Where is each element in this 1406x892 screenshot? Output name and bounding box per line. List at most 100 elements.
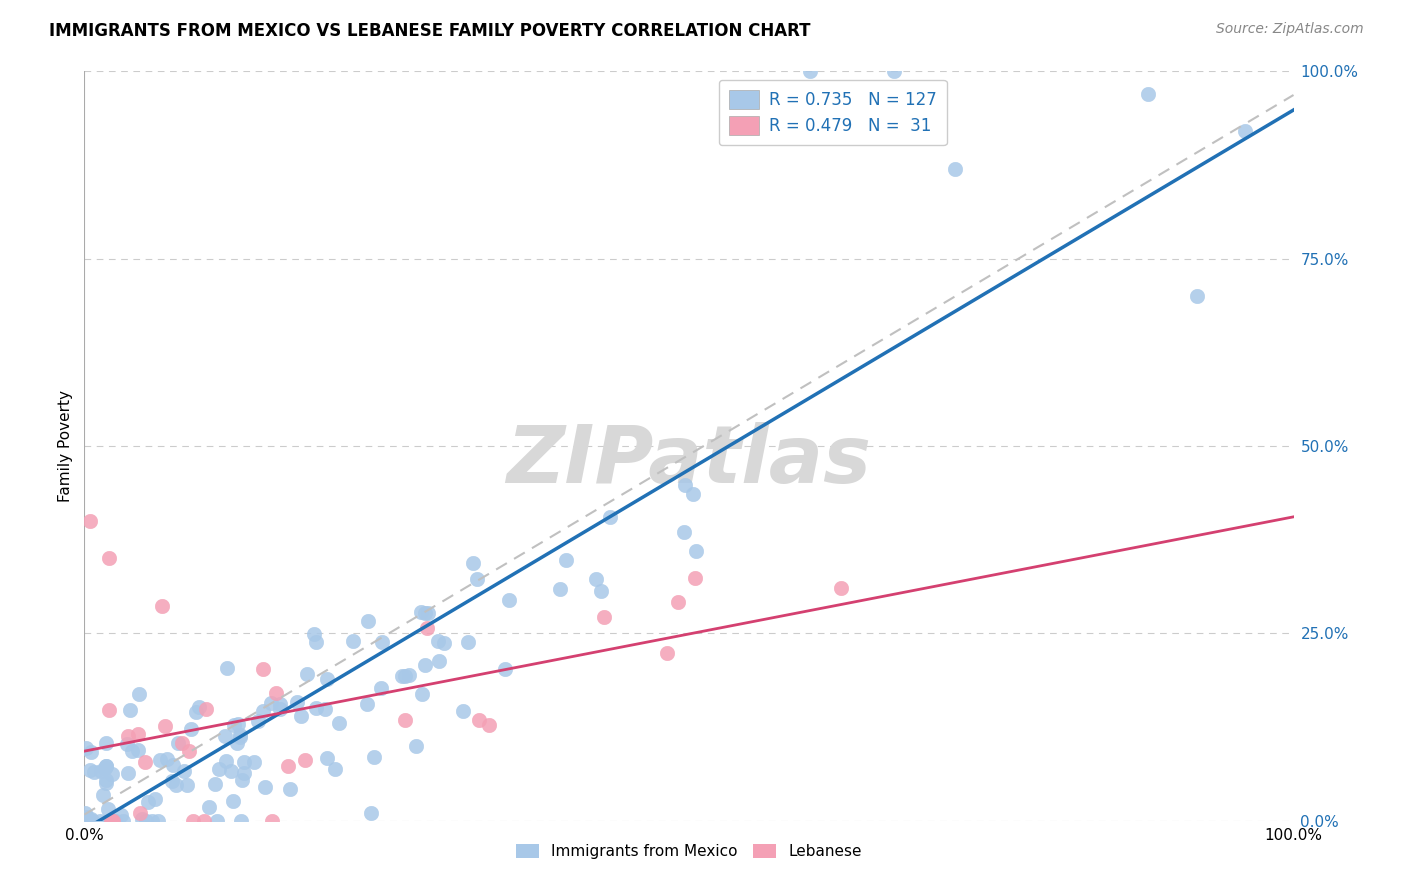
Point bbox=[76, 810, 98, 824]
Point bbox=[225, 736, 247, 750]
Point bbox=[214, 754, 236, 768]
Point bbox=[391, 669, 413, 683]
Point bbox=[682, 487, 704, 501]
Point bbox=[96, 759, 118, 773]
Point bbox=[170, 736, 193, 750]
Point bbox=[461, 556, 484, 570]
Point bbox=[599, 509, 621, 524]
Point bbox=[342, 634, 364, 648]
Point bbox=[148, 814, 170, 828]
Point bbox=[177, 744, 200, 758]
Point bbox=[121, 744, 143, 758]
Point bbox=[683, 571, 706, 585]
Point bbox=[297, 666, 319, 681]
Point bbox=[149, 753, 172, 767]
Point bbox=[468, 713, 491, 727]
Point bbox=[233, 755, 256, 769]
Point bbox=[104, 814, 127, 828]
Point bbox=[413, 607, 436, 621]
Point bbox=[101, 814, 124, 828]
Point bbox=[129, 806, 152, 821]
Point bbox=[302, 627, 325, 641]
Point bbox=[232, 766, 254, 780]
Point bbox=[943, 161, 966, 176]
Point bbox=[673, 524, 696, 539]
Point bbox=[262, 814, 284, 828]
Point bbox=[156, 752, 179, 766]
Point bbox=[394, 669, 416, 683]
Point bbox=[277, 759, 299, 773]
Point bbox=[136, 795, 159, 809]
Point bbox=[112, 814, 135, 828]
Point bbox=[555, 553, 578, 567]
Point bbox=[228, 731, 250, 745]
Point bbox=[228, 728, 250, 742]
Point bbox=[80, 746, 103, 760]
Point bbox=[100, 767, 122, 781]
Point bbox=[89, 814, 111, 828]
Point bbox=[231, 814, 253, 828]
Point bbox=[305, 701, 328, 715]
Point bbox=[416, 606, 439, 620]
Point bbox=[100, 814, 122, 828]
Point bbox=[316, 673, 339, 687]
Point bbox=[219, 764, 242, 778]
Point bbox=[371, 635, 394, 649]
Point bbox=[416, 621, 439, 635]
Point bbox=[411, 687, 433, 701]
Point bbox=[494, 662, 516, 676]
Point bbox=[685, 544, 707, 558]
Point bbox=[666, 595, 689, 609]
Point bbox=[97, 802, 120, 816]
Point bbox=[883, 64, 905, 78]
Point bbox=[90, 764, 112, 778]
Point bbox=[166, 736, 188, 750]
Point bbox=[101, 814, 124, 828]
Y-axis label: Family Poverty: Family Poverty bbox=[58, 390, 73, 502]
Text: Source: ZipAtlas.com: Source: ZipAtlas.com bbox=[1216, 22, 1364, 37]
Point bbox=[252, 662, 274, 676]
Point bbox=[141, 814, 163, 828]
Point bbox=[252, 704, 274, 718]
Point bbox=[427, 654, 450, 668]
Point bbox=[80, 814, 103, 828]
Point bbox=[591, 583, 613, 598]
Point bbox=[363, 750, 385, 764]
Point bbox=[673, 478, 696, 492]
Point bbox=[269, 702, 291, 716]
Point bbox=[208, 762, 231, 776]
Point bbox=[97, 551, 120, 566]
Point bbox=[94, 773, 117, 788]
Point bbox=[117, 766, 139, 780]
Point bbox=[314, 702, 336, 716]
Point bbox=[184, 705, 207, 719]
Point bbox=[135, 814, 157, 828]
Point bbox=[830, 582, 852, 596]
Point bbox=[328, 716, 350, 731]
Point bbox=[451, 704, 474, 718]
Point bbox=[498, 593, 520, 607]
Point bbox=[79, 514, 101, 528]
Point bbox=[94, 776, 117, 790]
Point bbox=[305, 634, 328, 648]
Point bbox=[433, 636, 456, 650]
Point bbox=[405, 739, 427, 753]
Point bbox=[194, 702, 217, 716]
Point bbox=[290, 709, 312, 723]
Point bbox=[228, 717, 250, 731]
Point bbox=[1234, 124, 1257, 138]
Point bbox=[117, 729, 139, 743]
Point bbox=[398, 668, 420, 682]
Point bbox=[426, 634, 449, 648]
Point bbox=[75, 741, 97, 756]
Point bbox=[127, 727, 149, 741]
Point bbox=[193, 814, 215, 828]
Point bbox=[94, 736, 117, 750]
Point bbox=[316, 751, 339, 765]
Text: ZIPatlas: ZIPatlas bbox=[506, 422, 872, 500]
Point bbox=[173, 764, 195, 778]
Point bbox=[110, 807, 132, 822]
Point bbox=[294, 753, 316, 767]
Point bbox=[91, 788, 114, 802]
Point bbox=[100, 814, 122, 828]
